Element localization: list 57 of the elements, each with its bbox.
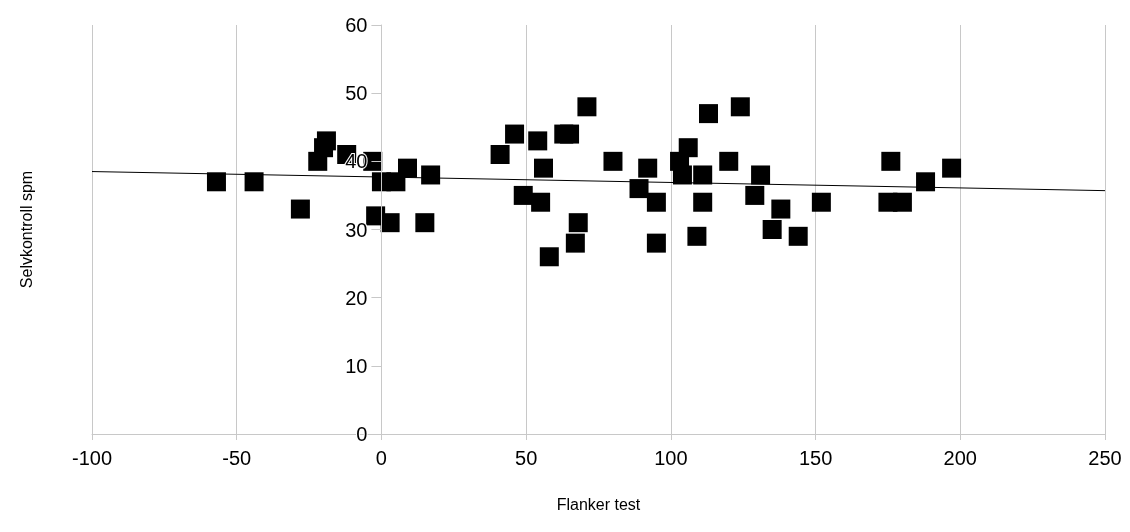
point: [534, 158, 554, 178]
point: [415, 213, 435, 233]
point: [513, 185, 533, 205]
point: [693, 192, 713, 212]
point: [206, 172, 226, 192]
point: [892, 192, 912, 212]
point: [244, 172, 264, 192]
x-tick-label: 150: [798, 447, 833, 469]
point: [751, 165, 771, 185]
point: [490, 145, 510, 165]
x-tick-label: 100: [654, 447, 688, 469]
x-tick-label: -50: [222, 447, 252, 469]
x-tick-label: -100: [71, 447, 113, 469]
point: [916, 172, 936, 192]
point: [730, 97, 750, 117]
point: [646, 192, 666, 212]
point: [745, 185, 765, 205]
y-tick-label: 0: [356, 423, 368, 445]
point: [771, 199, 791, 219]
point: [762, 220, 782, 239]
point: [788, 226, 808, 246]
x-tick-label: 200: [943, 447, 977, 469]
point: [603, 151, 623, 171]
point: [531, 192, 551, 212]
x-axis-title: Flanker test: [556, 495, 641, 513]
point: [881, 151, 901, 171]
point: [397, 158, 417, 178]
point: [568, 213, 588, 233]
x-tick-label: 250: [1088, 447, 1122, 469]
y-tick-label: 60: [345, 14, 368, 36]
point: [577, 97, 597, 117]
point: [698, 104, 718, 124]
point: [687, 226, 707, 246]
y-tick-label: 50: [345, 82, 368, 105]
point: [290, 199, 310, 219]
point: [942, 158, 962, 178]
point: [811, 192, 831, 212]
point: [638, 158, 658, 178]
point: [316, 131, 336, 151]
x-tick-label: 0: [375, 447, 387, 469]
point: [539, 247, 559, 267]
y-tick-label: 30: [345, 218, 368, 241]
point: [646, 233, 666, 253]
point: [672, 165, 692, 185]
point: [505, 124, 525, 144]
point: [528, 131, 548, 151]
y-axis-title: Selvkontroll spm: [17, 170, 35, 289]
point: [380, 213, 400, 233]
y-tick-label: 10: [345, 354, 368, 377]
point: [565, 233, 585, 253]
point: [719, 151, 739, 171]
point: [560, 124, 580, 144]
point: [421, 165, 441, 185]
y-tick-label: 20: [345, 286, 368, 309]
x-tick-label: 50: [515, 447, 538, 469]
point: [678, 138, 698, 158]
point: [693, 165, 713, 185]
